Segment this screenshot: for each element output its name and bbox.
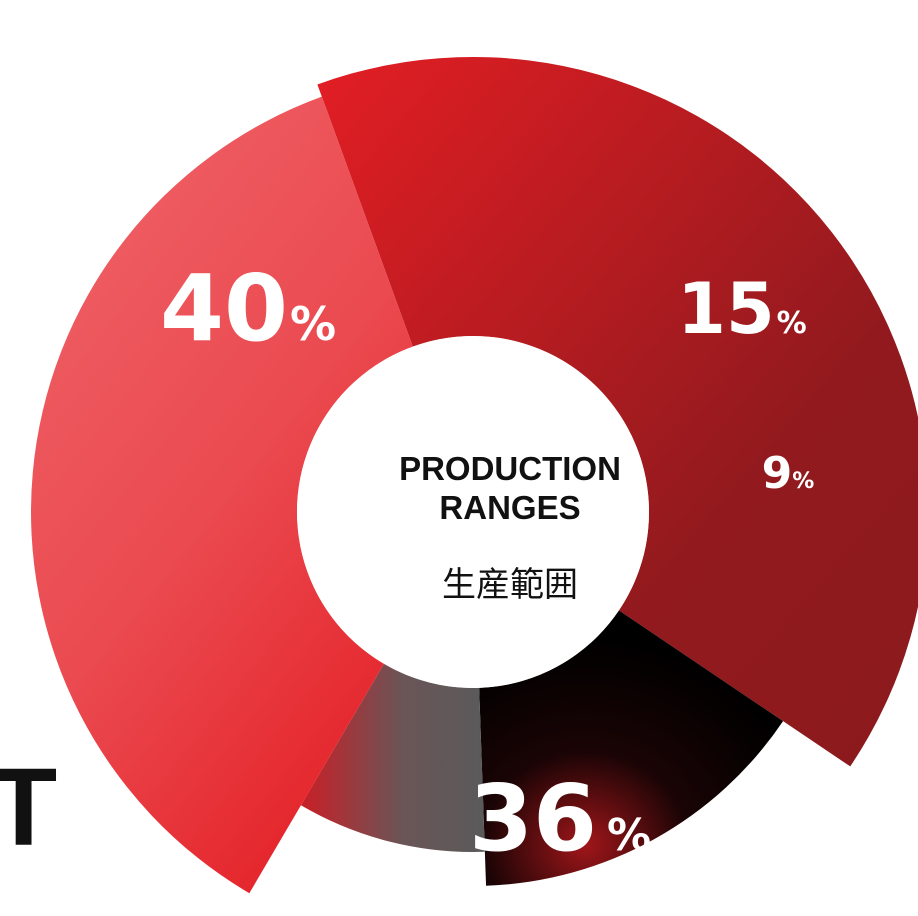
data-label-40: 40% <box>160 255 336 362</box>
slice-9 <box>300 663 485 853</box>
edge-text: T <box>0 746 57 869</box>
chart-subtitle: 生産範囲 <box>442 565 578 605</box>
slice-40 <box>317 57 918 767</box>
chart-title: PRODUCTION <box>399 450 621 487</box>
donut-hole <box>297 336 649 688</box>
data-label-15: 15% <box>677 268 806 350</box>
data-label-36: 36% <box>469 765 651 872</box>
chart-title-line-2: RANGES <box>439 489 580 526</box>
slice-15 <box>479 610 784 886</box>
slice-36 <box>31 96 413 894</box>
data-label-9: 9% <box>762 448 815 499</box>
